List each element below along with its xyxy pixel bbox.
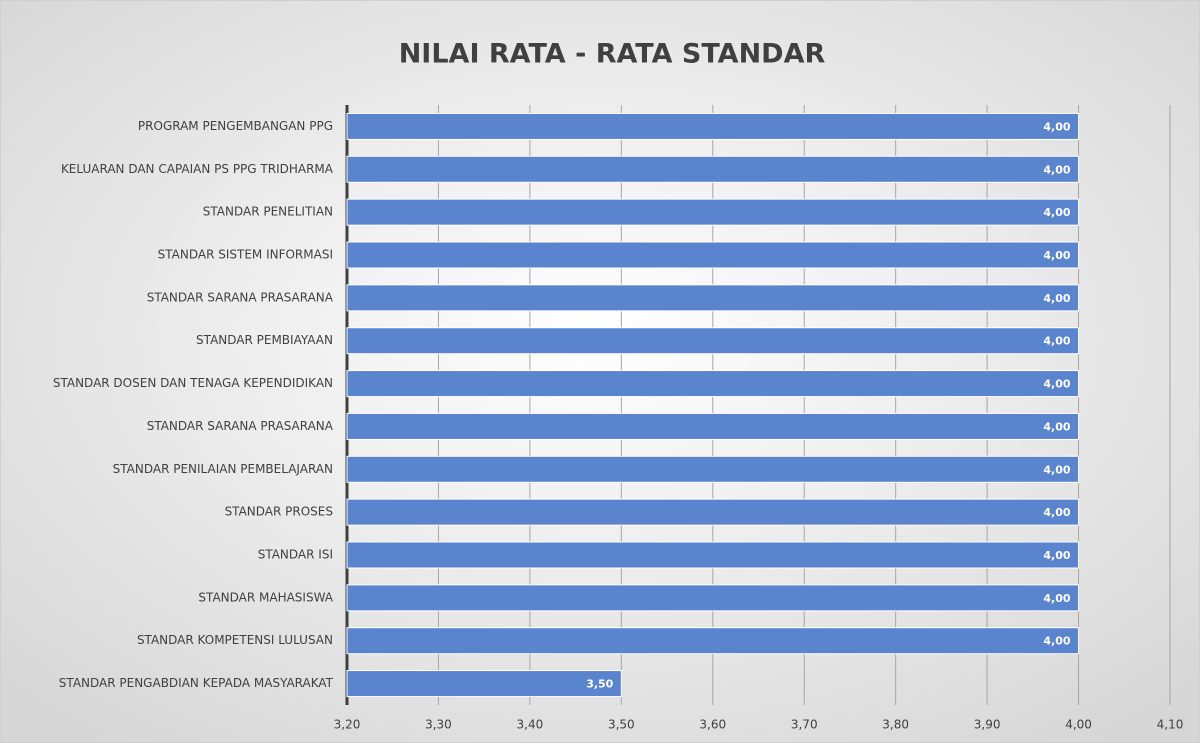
x-tick-label: 3,20 <box>334 718 361 732</box>
data-label: 3,50 <box>586 678 613 691</box>
x-tick-label: 4,10 <box>1157 718 1184 732</box>
x-tick-label: 3,70 <box>791 718 818 732</box>
x-tick-label: 3,40 <box>517 718 544 732</box>
bar <box>346 498 1080 526</box>
y-tick-label: STANDAR KOMPETENSI LULUSAN <box>137 633 333 647</box>
data-label: 4,00 <box>1043 120 1070 133</box>
y-tick-label: STANDAR SARANA PRASARANA <box>147 290 334 304</box>
bar <box>346 284 1080 312</box>
y-tick-label: STANDAR PENELITIAN <box>203 205 333 219</box>
chart-title: NILAI RATA - RATA STANDAR <box>399 39 826 70</box>
bar <box>346 112 1080 140</box>
data-label: 4,00 <box>1043 249 1070 262</box>
y-tick-label: STANDAR SARANA PRASARANA <box>147 419 334 433</box>
x-tick-label: 3,50 <box>608 718 635 732</box>
y-tick-label: KELUARAN DAN CAPAIAN PS PPG TRIDHARMA <box>61 162 334 176</box>
x-tick-label: 4,00 <box>1065 718 1092 732</box>
y-tick-label: STANDAR DOSEN DAN TENAGA KEPENDIDIKAN <box>53 376 333 390</box>
y-tick-label: STANDAR SISTEM INFORMASI <box>158 248 333 262</box>
data-label: 4,00 <box>1043 506 1070 519</box>
data-label: 4,00 <box>1043 335 1070 348</box>
bar <box>346 155 1080 183</box>
data-label: 4,00 <box>1043 592 1070 605</box>
y-tick-label: PROGRAM PENGEMBANGAN PPG <box>138 119 333 133</box>
bar <box>346 241 1080 269</box>
bar <box>346 670 622 698</box>
data-label: 4,00 <box>1043 206 1070 219</box>
data-label: 4,00 <box>1043 292 1070 305</box>
data-label: 4,00 <box>1043 420 1070 433</box>
bar <box>346 627 1080 655</box>
data-label: 4,00 <box>1043 163 1070 176</box>
bar <box>346 370 1080 398</box>
bar <box>346 541 1080 569</box>
bar <box>346 198 1080 226</box>
data-label: 4,00 <box>1043 549 1070 562</box>
x-tick-label: 3,60 <box>699 718 726 732</box>
y-tick-label: STANDAR MAHASISWA <box>198 590 333 604</box>
y-tick-label: STANDAR ISI <box>258 548 333 562</box>
bar <box>346 412 1080 440</box>
y-tick-label: STANDAR PENILAIAN PEMBELAJARAN <box>113 462 333 476</box>
data-label: 4,00 <box>1043 635 1070 648</box>
y-tick-label: STANDAR PROSES <box>225 505 333 519</box>
bar <box>346 584 1080 612</box>
x-tick-label: 3,30 <box>425 718 452 732</box>
data-label: 4,00 <box>1043 378 1070 391</box>
bar <box>346 327 1080 355</box>
data-label: 4,00 <box>1043 463 1070 476</box>
y-tick-label: STANDAR PEMBIAYAAN <box>196 333 333 347</box>
x-tick-label: 3,80 <box>882 718 909 732</box>
bar <box>346 455 1080 483</box>
x-tick-label: 3,90 <box>974 718 1001 732</box>
y-tick-label: STANDAR PENGABDIAN KEPADA MASYARAKAT <box>59 676 334 690</box>
